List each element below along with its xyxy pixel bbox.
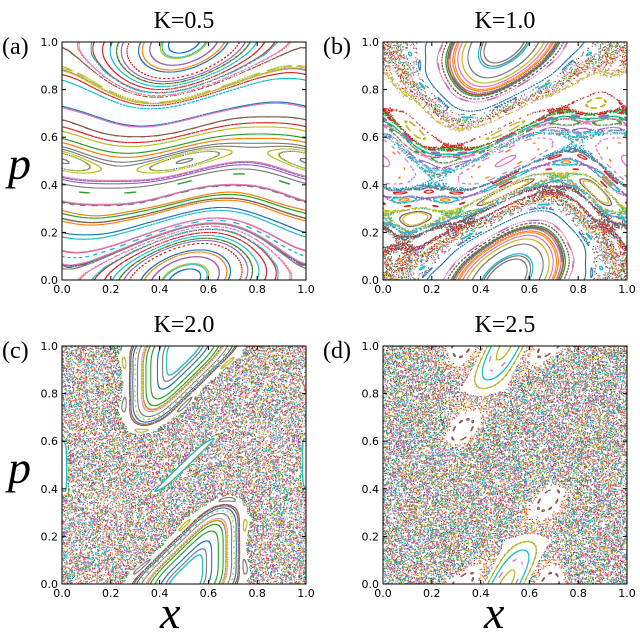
y-tick-label: 0.8 <box>41 388 59 401</box>
x-tick-label: 1.0 <box>618 283 636 296</box>
x-tick-label: 1.0 <box>618 587 636 600</box>
x-tick-label: 0.8 <box>569 283 587 296</box>
x-tick-label: 0.8 <box>569 587 587 600</box>
y-tick-label: 1.0 <box>362 340 380 353</box>
panel-title: K=2.5 <box>475 312 536 338</box>
panel-label: (c) <box>2 338 29 364</box>
x-tick-label: 1.0 <box>297 283 315 296</box>
y-tick-label: 0.0 <box>41 274 59 287</box>
phase-space-points <box>62 346 307 584</box>
x-tick-label: 0.2 <box>423 283 441 296</box>
x-axis-label-left: x <box>159 587 181 632</box>
y-tick-label: 0.2 <box>362 226 380 239</box>
x-tick-label: 0.6 <box>200 587 218 600</box>
panel-label: (a) <box>2 34 29 60</box>
x-tick-label: 0.2 <box>102 587 120 600</box>
panel-a: K=0.5(a)p0.0 0.2 0.4 0.6 0.8 1.00.00.20.40.60… <box>2 8 315 296</box>
panel-c: K=2.0(c)p0.0 0.2 0.4 0.6 0.8 1.00.00.20.40.60… <box>2 312 315 600</box>
y-tick-label: 0.4 <box>362 483 380 496</box>
y-tick-label: 0.0 <box>362 578 380 591</box>
y-tick-label: 0.8 <box>41 84 59 97</box>
x-tick-label: 0.4 <box>151 283 169 296</box>
panel-title: K=1.0 <box>475 8 536 34</box>
y-axis-label: p <box>5 442 31 493</box>
x-tick-label: 0.6 <box>521 587 539 600</box>
y-tick-label: 0.4 <box>362 179 380 192</box>
panel-label: (d) <box>323 338 351 364</box>
x-axis-label-right: x <box>483 587 505 632</box>
y-tick-label: 0.2 <box>41 530 59 543</box>
y-tick-label: 1.0 <box>41 340 59 353</box>
x-tick-label: 0.6 <box>200 283 218 296</box>
y-tick-label: 0.6 <box>362 131 380 144</box>
phase-space-points <box>62 42 307 280</box>
x-tick-label: 0.2 <box>423 587 441 600</box>
y-tick-label: 0.0 <box>41 578 59 591</box>
y-tick-label: 0.6 <box>41 131 59 144</box>
x-tick-label: 0.8 <box>248 587 266 600</box>
x-tick-label: 0.2 <box>102 283 120 296</box>
phase-space-points <box>383 42 628 280</box>
y-tick-label: 0.4 <box>41 483 59 496</box>
y-tick-label: 0.2 <box>362 530 380 543</box>
y-tick-label: 0.6 <box>362 435 380 448</box>
x-tick-label: 0.6 <box>521 283 539 296</box>
y-tick-label: 0.6 <box>41 435 59 448</box>
y-axis-label: p <box>5 138 31 189</box>
x-tick-label: 0.8 <box>248 283 266 296</box>
y-tick-label: 1.0 <box>41 36 59 49</box>
x-tick-label: 1.0 <box>297 587 315 600</box>
panel-label: (b) <box>323 34 351 60</box>
y-tick-label: 1.0 <box>362 36 380 49</box>
y-tick-label: 0.4 <box>41 179 59 192</box>
panel-d: K=2.5(d)0.0 0.2 0.4 0.6 0.8 1.00.00.20.40.60.… <box>323 312 636 600</box>
panel-title: K=0.5 <box>154 8 215 34</box>
y-tick-label: 0.0 <box>362 274 380 287</box>
y-tick-label: 0.8 <box>362 388 380 401</box>
panel-title: K=2.0 <box>154 312 215 338</box>
x-tick-label: 0.4 <box>472 283 490 296</box>
y-tick-label: 0.2 <box>41 226 59 239</box>
panel-b: K=1.0(b)0.0 0.2 0.4 0.6 0.8 1.00.00.20.40.60.… <box>323 8 636 296</box>
phase-space-points <box>383 346 628 584</box>
y-tick-label: 0.8 <box>362 84 380 97</box>
